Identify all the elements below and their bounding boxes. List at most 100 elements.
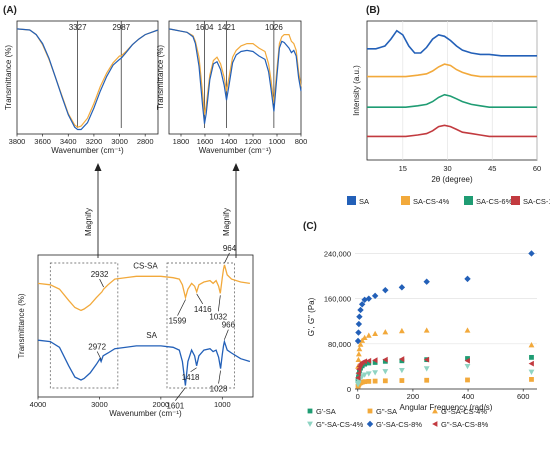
annotation-label: 1418: [182, 373, 200, 382]
x-tick-label: 3600: [34, 137, 51, 146]
data-point-0: [366, 360, 372, 366]
annotation-arrow: [224, 252, 230, 264]
y-axis-label: G', G" (Pa): [307, 297, 316, 336]
data-point-2: [423, 327, 430, 333]
x-tick-label: 1800: [173, 137, 190, 146]
data-point-2: [356, 346, 363, 352]
data-point-3: [365, 371, 372, 377]
legend-marker: [432, 408, 438, 414]
data-point-5: [365, 357, 372, 364]
data-point-1: [382, 378, 388, 384]
x-tick-label: 30: [443, 164, 451, 173]
legend-marker: [307, 421, 313, 427]
annotation-arrow: [96, 351, 102, 360]
series-line-1: [367, 63, 537, 78]
legend-marker: [366, 420, 374, 428]
y-tick-label: 240,000: [324, 249, 351, 258]
data-point-2: [398, 327, 405, 334]
legend-marker: [307, 408, 313, 414]
annotation-arrow: [99, 278, 104, 288]
series-line-2: [367, 93, 537, 108]
ftir-full-chart: 4000 3000 2000 1000 Wavenumber (cm⁻¹) Transmi…: [17, 244, 254, 418]
x-tick-label: 2000: [153, 400, 170, 409]
x-tick-label: 3000: [111, 137, 128, 146]
data-point-0: [372, 360, 378, 365]
data-point-5: [423, 356, 430, 363]
y-tick-label: 160,000: [324, 295, 351, 304]
data-point-0: [399, 358, 405, 364]
data-point-5: [382, 356, 388, 363]
data-point-1: [372, 378, 378, 384]
magnify-arrow-right: Magnify: [222, 163, 240, 258]
data-point-4: [354, 337, 362, 345]
data-point-0: [465, 356, 470, 361]
annotation-arrow: [224, 329, 229, 340]
data-point-4: [356, 313, 363, 320]
series-line-0: [37, 264, 250, 312]
y-axis-label: Transmittance (%): [156, 45, 165, 110]
annotation-arrow: [218, 370, 221, 384]
y-axis-label: Intensity (a.u.): [352, 65, 361, 116]
series-line-0: [168, 28, 302, 115]
data-point-5: [361, 358, 368, 365]
x-tick-label: 800: [295, 137, 308, 146]
marker-line-label: 1421: [218, 23, 236, 32]
annotation-label: 1028: [210, 385, 228, 394]
x-tick-label: 600: [517, 392, 530, 401]
data-point-1: [399, 378, 405, 383]
magnify-box-fp: [166, 262, 235, 389]
data-point-1: [359, 379, 365, 385]
x-tick-label: 1000: [269, 137, 286, 146]
annotation-label: 1599: [169, 317, 187, 326]
data-point-5: [528, 360, 534, 367]
x-axis-label: Wavenumber (cm⁻¹): [51, 146, 124, 155]
legend-label: G"-SA-CS-4%: [316, 420, 364, 429]
ftir-zoom-oh-chart: 3800 3600 3400 3200 3000 2800 Wavenumber (cm⁻¹…: [4, 20, 159, 155]
annotation-arrow: [175, 387, 186, 401]
x-tick-label: 3200: [86, 137, 103, 146]
series-line-0: [367, 29, 537, 57]
legend-swatch: [401, 196, 410, 205]
data-point-5: [355, 370, 361, 377]
data-point-4: [464, 275, 471, 283]
data-point-3: [398, 367, 405, 374]
magnify-box-oh: [49, 262, 119, 389]
data-point-4: [382, 286, 389, 294]
annotation-label: SA: [146, 331, 157, 340]
marker-line-label: 2987: [112, 23, 130, 32]
magnify-label-left: Magnify: [84, 208, 93, 236]
series-line-1: [37, 339, 251, 386]
x-axis-label: Angular Frequency (rad/s): [400, 403, 493, 412]
data-point-2: [355, 356, 362, 363]
data-point-4: [355, 320, 363, 328]
data-point-4: [423, 278, 430, 285]
x-tick-label: 60: [533, 164, 541, 173]
annotation-label: 964: [223, 244, 237, 253]
annotation-arrow: [177, 299, 186, 316]
x-tick-label: 45: [488, 164, 496, 173]
data-point-4: [365, 295, 372, 302]
plot-frame: [16, 20, 159, 135]
data-point-3: [528, 369, 535, 375]
x-axis-label: 2θ (degree): [431, 175, 473, 184]
legend-label: SA-CS-6%: [476, 197, 513, 206]
magnify-label-right: Magnify: [222, 208, 231, 236]
data-point-2: [464, 327, 471, 333]
xrd-chart: 15 30 45 60 2θ (degree) Intensity (a.u.) SA SA-…: [347, 20, 550, 206]
y-tick-label: 80,000: [328, 340, 351, 349]
data-point-2: [365, 332, 372, 338]
panel-label-c: (C): [303, 221, 317, 232]
x-tick-label: 1600: [197, 137, 214, 146]
x-tick-label: 15: [399, 164, 407, 173]
legend-label: G"-SA-CS-8%: [441, 420, 489, 429]
annotation-label: CS-SA: [133, 261, 158, 270]
ftir-zoom-fp-chart: 1800 1600 1400 1200 1000 800 Wavenumber (cm⁻¹)…: [156, 20, 308, 155]
data-point-2: [361, 334, 368, 341]
legend-label: G'-SA-CS-8%: [376, 420, 422, 429]
data-point-2: [528, 342, 535, 348]
legend-swatch: [347, 196, 356, 205]
data-point-3: [382, 369, 389, 375]
annotation-label: 1601: [166, 402, 184, 411]
legend-marker: [432, 421, 438, 427]
annotation-label: 2972: [88, 343, 106, 352]
